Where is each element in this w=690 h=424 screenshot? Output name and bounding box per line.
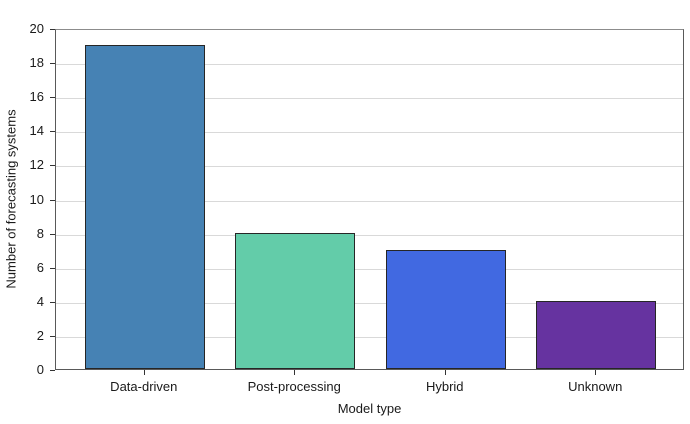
x-tick-mark [444, 370, 446, 375]
gridline [56, 132, 683, 134]
y-tick-mark [50, 63, 55, 65]
y-tick-mark [50, 233, 55, 235]
y-tick-mark [50, 335, 55, 337]
bar-data-driven [84, 45, 205, 369]
y-tick-mark [50, 29, 55, 30]
y-tick-label: 2 [36, 327, 44, 343]
gridline [56, 200, 683, 202]
gridline [56, 166, 683, 168]
gridline [56, 64, 683, 66]
y-tick-mark [50, 370, 55, 371]
y-tick-mark [50, 301, 55, 303]
y-tick-label: 8 [36, 225, 44, 241]
y-tick-label: 18 [29, 55, 44, 71]
y-tick-mark [50, 131, 55, 133]
y-tick-label: 16 [29, 89, 44, 105]
plot-area [55, 29, 684, 370]
x-axis-label: Model type [337, 401, 402, 416]
x-tick-mark [294, 370, 296, 375]
x-tick-mark [595, 370, 597, 375]
y-tick-label: 4 [36, 293, 44, 309]
y-tick-mark [50, 199, 55, 201]
y-tick-label: 0 [36, 362, 44, 377]
gridline [56, 336, 683, 338]
bar-post-processing [235, 232, 356, 369]
y-tick-mark [50, 267, 55, 269]
y-tick-label: 14 [29, 123, 44, 139]
gridline [56, 302, 683, 304]
gridline [56, 234, 683, 236]
gridline [56, 98, 683, 100]
x-tick-label-hybrid: Hybrid [425, 379, 464, 394]
x-tick-label-post-processing: Post-processing [247, 379, 341, 394]
gridline [56, 268, 683, 270]
bar-hybrid [385, 249, 506, 369]
x-tick-label-unknown: Unknown [568, 379, 623, 394]
y-tick-label: 6 [36, 259, 44, 275]
bar-unknown [536, 300, 657, 369]
y-tick-label: 20 [29, 21, 44, 36]
x-tick-label-data-driven: Data-driven [110, 379, 178, 394]
y-tick-label: 10 [29, 191, 44, 207]
y-tick-mark [50, 165, 55, 167]
y-tick-label: 12 [29, 157, 44, 173]
x-tick-mark [143, 370, 145, 375]
y-tick-mark [50, 97, 55, 99]
